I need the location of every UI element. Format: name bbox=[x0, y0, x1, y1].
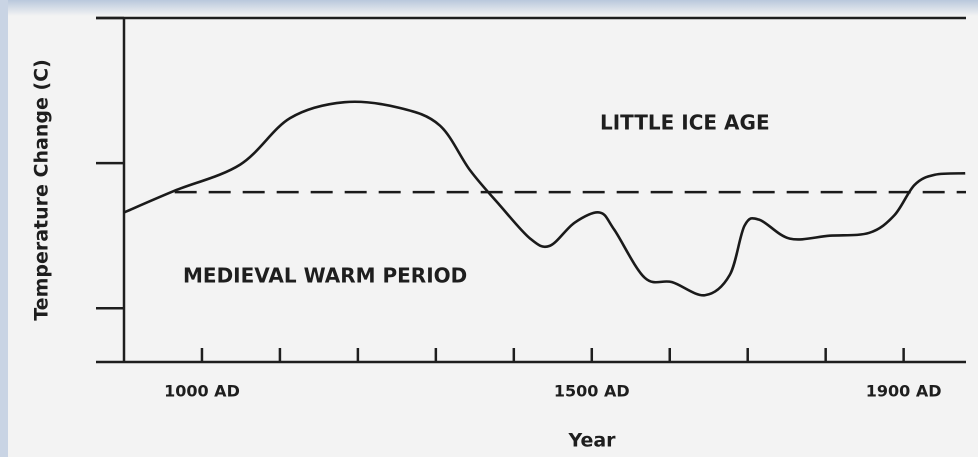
axis bbox=[96, 16, 966, 364]
x-tick-label: 1500 AD bbox=[554, 382, 630, 401]
annotation: LITTLE ICE AGE bbox=[600, 111, 770, 135]
annotation: MEDIEVAL WARM PERIOD bbox=[183, 264, 467, 288]
x-tick-label: 1000 AD bbox=[164, 382, 240, 401]
left-band bbox=[0, 0, 8, 457]
y-axis-label: Temperature Change (C) bbox=[31, 59, 53, 321]
top-band bbox=[0, 0, 978, 16]
line bbox=[123, 100, 966, 297]
x-tick-label: 1900 AD bbox=[866, 382, 942, 401]
x-axis-label: Year bbox=[567, 430, 616, 452]
